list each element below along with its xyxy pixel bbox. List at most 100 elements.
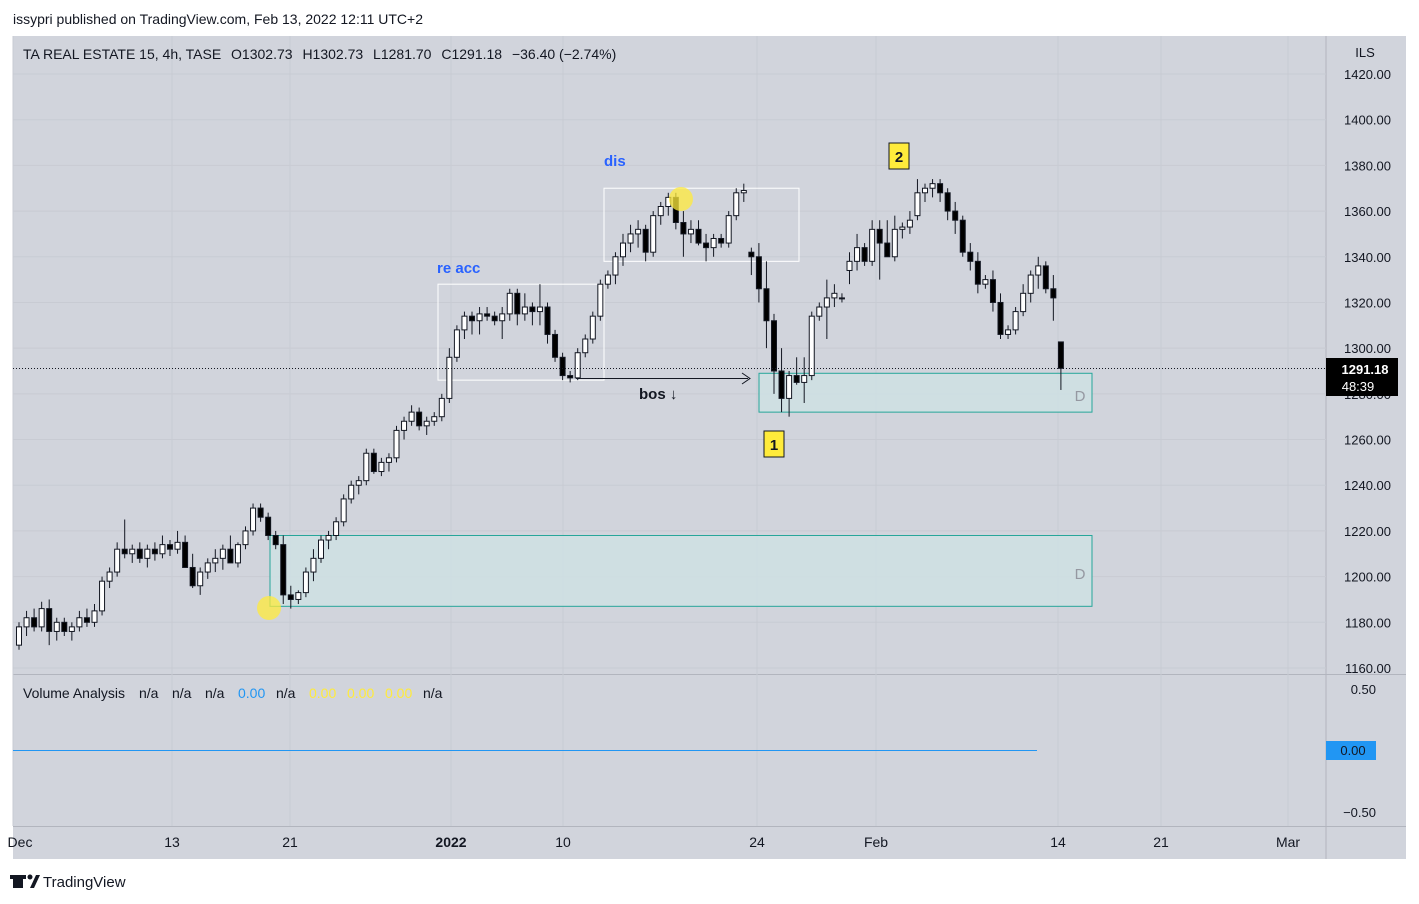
volume-value: 0.00 bbox=[238, 685, 265, 701]
candle bbox=[385, 453, 392, 472]
candle bbox=[129, 544, 136, 563]
candle bbox=[484, 307, 491, 321]
candle bbox=[499, 307, 506, 340]
candle-body bbox=[914, 192, 921, 217]
candle-body bbox=[446, 356, 453, 399]
volume-value: n/a bbox=[205, 685, 225, 701]
candle-body bbox=[589, 315, 596, 340]
candle-body bbox=[393, 429, 400, 459]
candle-body bbox=[325, 534, 332, 541]
time-axis[interactable] bbox=[13, 826, 1406, 859]
candle-body bbox=[302, 571, 309, 594]
candle-body bbox=[144, 548, 151, 559]
range-boxes bbox=[437, 187, 800, 381]
candle bbox=[816, 302, 823, 321]
price-scale[interactable] bbox=[1326, 36, 1406, 674]
candle-body bbox=[476, 313, 483, 322]
candle bbox=[167, 540, 173, 557]
volume-value: n/a bbox=[276, 685, 296, 701]
candle bbox=[635, 220, 642, 248]
candle bbox=[763, 261, 770, 349]
candle bbox=[438, 393, 445, 422]
volume-value: 0.00 bbox=[309, 685, 336, 701]
candle-body bbox=[1035, 265, 1042, 276]
time-label: Feb bbox=[864, 834, 888, 850]
candle bbox=[295, 590, 302, 605]
candle-body bbox=[1020, 292, 1027, 313]
price-labels: 1420.00 1400.00 1380.00 1360.00 1340.00 1320.… bbox=[1344, 67, 1391, 676]
candle bbox=[461, 311, 468, 340]
candle-body bbox=[408, 411, 415, 422]
candle-body bbox=[922, 187, 928, 194]
candle-body bbox=[650, 215, 657, 253]
candle-body bbox=[1050, 288, 1057, 299]
candle-body bbox=[431, 416, 438, 422]
candle bbox=[529, 302, 536, 326]
candle bbox=[423, 416, 430, 435]
footer-brand: TradingView bbox=[43, 874, 126, 891]
volume-scale-label: 0.50 bbox=[1351, 682, 1376, 697]
volume-scale-label: −0.50 bbox=[1343, 805, 1376, 820]
candle-body bbox=[401, 420, 408, 431]
candle-body bbox=[982, 279, 989, 285]
candle-body bbox=[491, 315, 498, 322]
candle bbox=[604, 270, 611, 289]
candle bbox=[506, 288, 513, 321]
price-label: 1300.00 bbox=[1344, 341, 1391, 356]
candle bbox=[620, 233, 626, 266]
candle-body bbox=[544, 306, 551, 335]
candle bbox=[151, 542, 158, 561]
candle bbox=[189, 553, 196, 589]
candle-body bbox=[831, 292, 838, 299]
legend-change: −36.40 (−2.74%) bbox=[512, 46, 616, 62]
candle bbox=[265, 512, 272, 541]
candle bbox=[197, 567, 204, 595]
candle bbox=[106, 567, 113, 589]
candle bbox=[219, 544, 226, 570]
candle bbox=[23, 610, 30, 637]
time-label: 21 bbox=[1153, 834, 1169, 850]
candle-body bbox=[763, 288, 770, 322]
price-label: 1420.00 bbox=[1344, 67, 1391, 82]
candle bbox=[514, 288, 521, 326]
candle-body bbox=[786, 375, 793, 399]
candle bbox=[974, 252, 981, 294]
candle-body bbox=[944, 192, 951, 212]
price-label: 1160.00 bbox=[1345, 661, 1391, 676]
candle-body bbox=[703, 242, 710, 249]
candle-body bbox=[280, 544, 287, 596]
candle bbox=[83, 608, 90, 627]
price-label: 1320.00 bbox=[1344, 295, 1391, 310]
candle bbox=[899, 222, 906, 239]
candle-body bbox=[167, 544, 173, 550]
candle-body bbox=[1005, 329, 1012, 335]
candle bbox=[687, 220, 694, 244]
candle bbox=[771, 313, 777, 394]
candle-body bbox=[333, 521, 340, 536]
candle bbox=[582, 334, 589, 358]
candle-body bbox=[38, 608, 45, 628]
candle-body bbox=[838, 297, 845, 300]
candle-body bbox=[348, 484, 355, 500]
candle bbox=[989, 270, 996, 312]
time-labels: Dec 13 21 2022 10 24 Feb 14 21 Mar bbox=[8, 834, 1301, 850]
candle-body bbox=[182, 541, 189, 568]
candle bbox=[967, 243, 974, 271]
candle-body bbox=[718, 237, 725, 244]
price-label: 1260.00 bbox=[1344, 433, 1391, 448]
price-label: 1200.00 bbox=[1344, 570, 1391, 585]
point-2-label: 2 bbox=[895, 149, 903, 166]
candle bbox=[952, 201, 959, 234]
candle-body bbox=[635, 228, 642, 235]
candle-body bbox=[461, 315, 468, 331]
legend-symbol: TA REAL ESTATE 15, 4h, TASE bbox=[23, 46, 221, 62]
candle bbox=[363, 448, 370, 486]
candle-body bbox=[740, 190, 747, 194]
price-label: 1360.00 bbox=[1344, 204, 1391, 219]
candle bbox=[1042, 261, 1049, 294]
candle bbox=[136, 542, 143, 563]
candles bbox=[16, 179, 1064, 650]
candle bbox=[257, 503, 264, 522]
candle bbox=[959, 215, 966, 257]
